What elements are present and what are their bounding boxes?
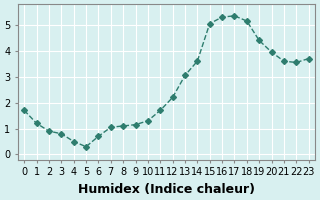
X-axis label: Humidex (Indice chaleur): Humidex (Indice chaleur): [78, 183, 255, 196]
